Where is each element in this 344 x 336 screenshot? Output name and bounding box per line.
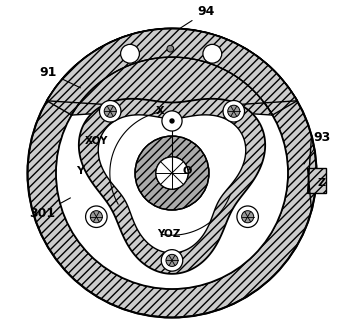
Text: 301: 301 [29,198,71,220]
Wedge shape [28,29,316,318]
Circle shape [228,105,240,117]
Text: X: X [156,106,164,116]
Circle shape [104,105,116,117]
Circle shape [121,44,139,63]
Text: O: O [182,166,192,176]
Bar [308,168,326,194]
Circle shape [166,254,178,266]
Circle shape [156,157,188,189]
Circle shape [86,206,107,227]
Text: XOY: XOY [85,136,108,146]
Wedge shape [135,136,209,210]
Text: 93: 93 [304,131,330,164]
Polygon shape [47,29,297,115]
Text: Z: Z [318,178,325,188]
Circle shape [99,100,121,122]
Circle shape [161,250,183,271]
Circle shape [90,211,103,223]
Text: 94: 94 [179,5,215,29]
Circle shape [169,118,175,124]
Circle shape [167,45,174,52]
Circle shape [223,100,245,122]
Polygon shape [79,99,265,274]
Polygon shape [98,115,246,253]
Circle shape [162,111,182,131]
Circle shape [241,211,254,223]
Circle shape [56,57,288,289]
Circle shape [237,206,258,227]
Text: Y: Y [76,166,84,176]
Text: 91: 91 [39,66,80,88]
Text: YOZ: YOZ [157,228,180,239]
Circle shape [203,44,222,63]
